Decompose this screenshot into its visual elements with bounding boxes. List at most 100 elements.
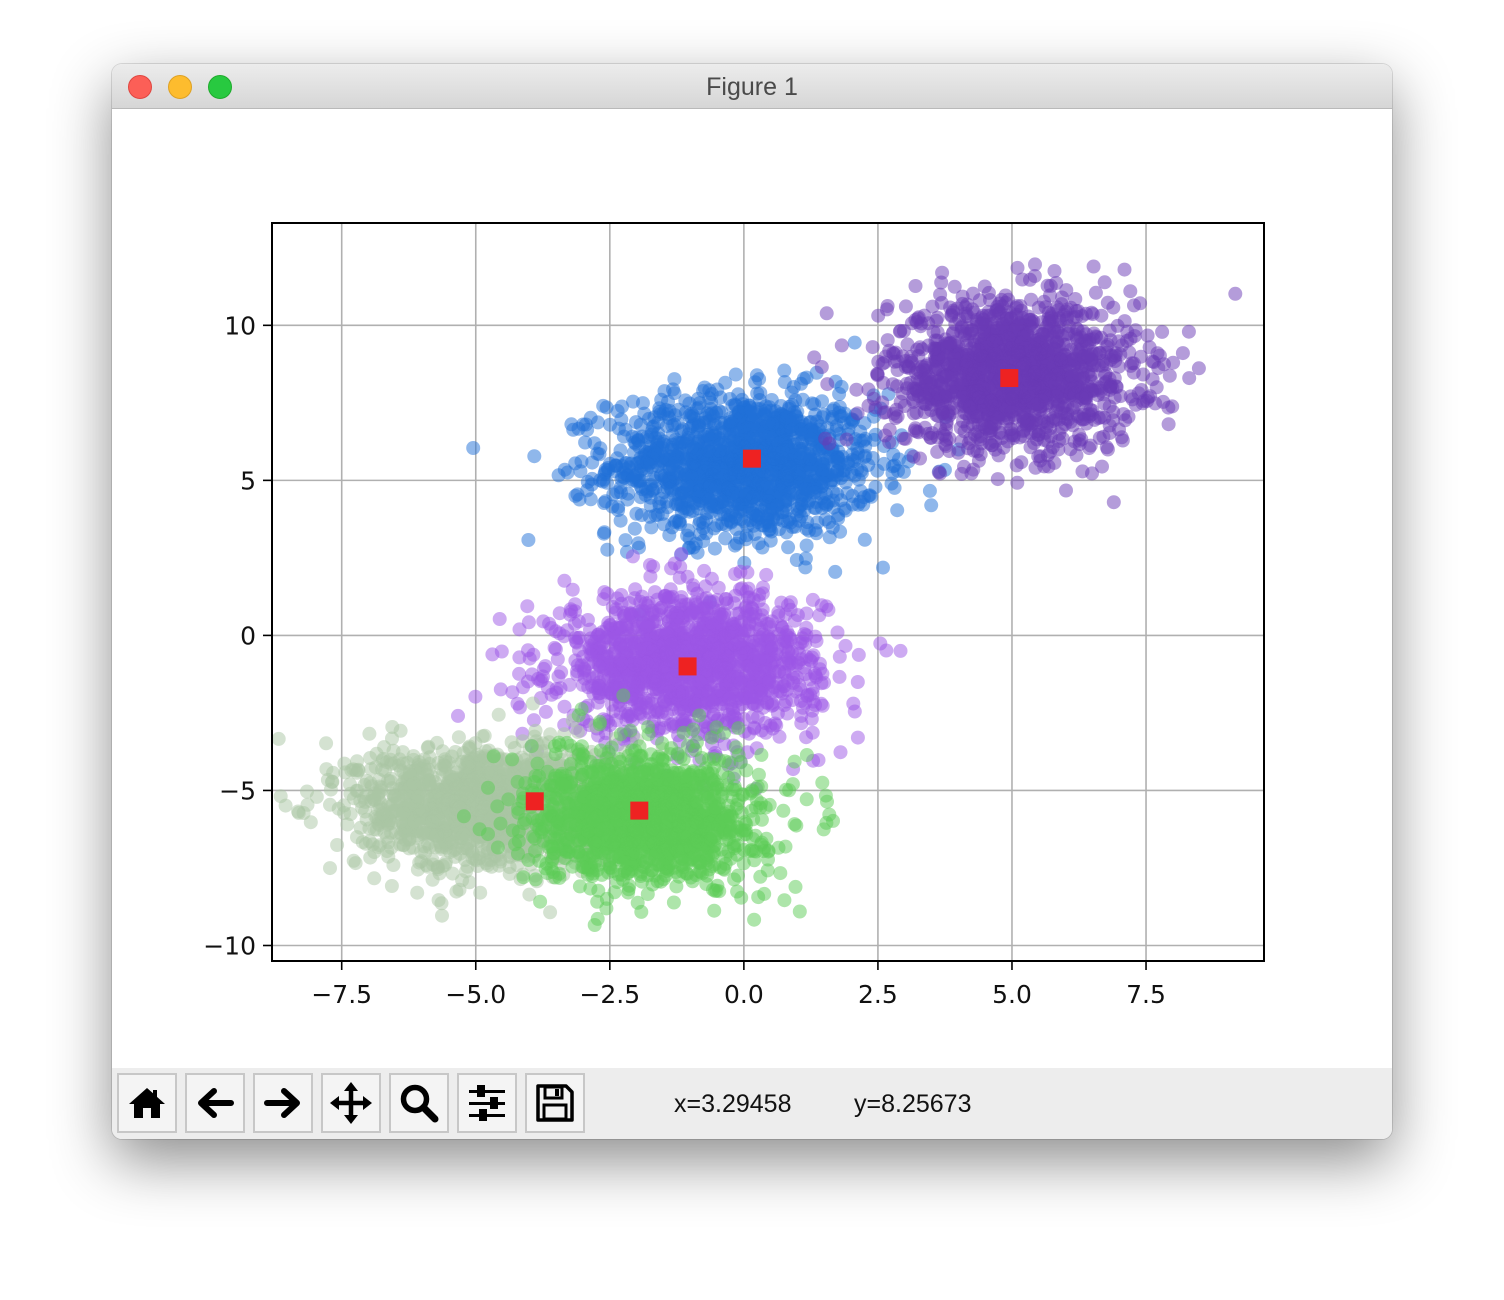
scatter-point [738,488,753,502]
scatter-point [701,444,716,459]
scatter-point [1064,382,1079,397]
scatter-point [525,696,540,711]
scatter-point [667,372,682,387]
minimize-window-button[interactable] [168,75,192,99]
scatter-point [600,475,614,490]
scatter-point [625,549,640,564]
scatter-point [851,647,866,662]
zoom-window-button[interactable] [208,75,232,99]
close-window-button[interactable] [128,75,152,99]
scatter-point [1155,324,1170,339]
scatter-point [856,433,871,448]
scatter-point [924,430,938,445]
scatter-point [1100,295,1115,310]
scatter-point [723,467,738,482]
scatter-point [847,335,862,350]
scatter-point [1175,346,1190,361]
scatter-point [754,723,769,738]
scatter-point [878,405,893,420]
scatter-point [1151,361,1166,376]
scatter-point [493,682,508,697]
scatter-point [940,340,954,355]
scatter-point [805,592,820,607]
scatter-point [682,396,697,411]
scatter-point [700,654,715,669]
scatter-point [832,400,847,414]
scatter-point [1011,345,1026,359]
scatter-point [1043,288,1057,303]
scatter-point [982,436,997,451]
scatter-point [557,629,572,644]
scatter-point [821,602,836,617]
plot-area[interactable]: −7.5 −5.0 −2.5 0.0 2.5 5.0 7.5 −10 −5 0 5 10 [112,108,1392,1068]
scatter-point [922,483,937,498]
scatter-point [711,641,726,656]
scatter-point [622,596,637,611]
scatter-point [564,604,579,619]
scatter-point [1135,396,1150,411]
scatter-point [994,431,1009,445]
scatter-point [893,643,908,658]
scatter-point [521,615,536,630]
scatter-point [771,608,786,623]
scatter-point [887,458,902,473]
scatter-point [684,469,699,484]
scatter-point [542,616,557,631]
scatter-point [933,287,948,302]
scatter-point [707,541,722,556]
scatter-point [633,417,648,432]
scatter-point [910,342,925,357]
scatter-point [926,341,941,356]
scatter-point [1152,348,1167,363]
scatter-point [1059,483,1073,498]
scatter-point [850,675,865,689]
scatter-point [520,599,535,614]
scatter-point [917,390,932,405]
scatter-point [323,861,337,876]
scatter-point [829,418,844,433]
scatter-point [836,463,851,478]
scatter-point [584,477,599,492]
scatter-point [830,487,845,502]
scatter-point [633,706,648,721]
scatter-point [466,441,481,455]
scatter-point [703,479,718,494]
scatter-point [799,538,814,553]
scatter-point [492,612,507,626]
scatter-point [822,530,837,545]
scatter-point [850,730,865,745]
scatter-point [697,380,712,395]
scatter-point [1031,449,1046,464]
scatter-point [272,731,286,746]
scatter-point [1019,327,1034,342]
scatter-points [272,257,1243,932]
scatter-point [850,406,865,421]
scatter-point [924,498,939,513]
scatter-point [644,520,659,535]
scatter-point [673,594,688,608]
scatter-point [633,479,648,494]
title-bar: Figure 1 [112,64,1392,109]
scatter-point [838,475,853,490]
scatter-point [804,711,819,726]
scatter-point [775,505,790,520]
scatter-point [553,681,568,696]
scatter-point [590,695,605,710]
scatter-point [512,700,527,715]
scatter-point [512,666,527,681]
scatter-point [882,435,897,450]
scatter-point [727,439,742,454]
scatter-point [662,403,677,418]
scatter-point [569,635,584,650]
scatter-point [652,603,667,618]
scatter-point [552,606,567,621]
scatter-point [793,489,808,504]
scatter-point [646,559,661,574]
scatter-point [781,645,796,660]
scatter-point [870,463,885,478]
scatter-point [614,412,629,427]
scatter-point [273,789,288,804]
scatter-point [731,636,746,651]
scatter-point [789,553,804,567]
